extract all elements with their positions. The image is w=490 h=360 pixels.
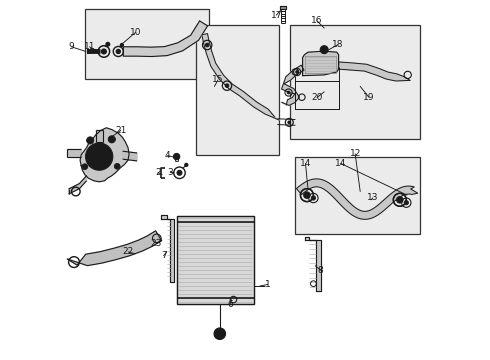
Circle shape (311, 196, 316, 200)
Circle shape (205, 43, 209, 47)
Polygon shape (338, 62, 410, 81)
Polygon shape (296, 179, 417, 219)
Circle shape (86, 143, 113, 170)
Circle shape (217, 330, 223, 337)
Polygon shape (202, 33, 280, 120)
Text: 14: 14 (300, 159, 311, 168)
Circle shape (320, 46, 328, 54)
Circle shape (404, 201, 409, 205)
Polygon shape (67, 231, 162, 266)
Circle shape (101, 49, 106, 54)
FancyBboxPatch shape (85, 9, 209, 79)
Text: 11: 11 (84, 42, 95, 51)
Circle shape (114, 163, 120, 169)
Circle shape (177, 170, 182, 175)
Text: 17: 17 (270, 10, 282, 19)
Circle shape (296, 71, 298, 73)
Text: 5: 5 (216, 332, 222, 341)
Text: 18: 18 (332, 40, 343, 49)
Text: 14: 14 (335, 159, 346, 168)
Polygon shape (123, 21, 208, 57)
Circle shape (106, 42, 110, 46)
Circle shape (304, 192, 310, 198)
Text: 7: 7 (161, 251, 167, 260)
Circle shape (121, 44, 123, 46)
Text: 6: 6 (228, 300, 233, 309)
Polygon shape (122, 151, 137, 161)
Text: 19: 19 (363, 93, 374, 102)
Polygon shape (305, 237, 320, 291)
FancyBboxPatch shape (196, 25, 279, 155)
Polygon shape (161, 215, 174, 282)
Circle shape (87, 137, 94, 144)
Text: 15: 15 (212, 76, 224, 85)
Text: 21: 21 (115, 126, 126, 135)
Text: 3: 3 (167, 168, 173, 177)
Polygon shape (96, 130, 103, 142)
Circle shape (288, 121, 291, 124)
Circle shape (214, 328, 225, 339)
Text: 20: 20 (311, 93, 323, 102)
Text: 22: 22 (122, 248, 134, 256)
Text: 23: 23 (150, 239, 162, 248)
Polygon shape (176, 216, 254, 304)
Bar (176, 216, 254, 304)
Polygon shape (280, 6, 286, 9)
FancyBboxPatch shape (295, 157, 419, 234)
Text: 13: 13 (367, 194, 379, 202)
Circle shape (82, 164, 88, 170)
Polygon shape (303, 51, 339, 76)
Text: 9: 9 (69, 42, 74, 51)
Circle shape (173, 153, 180, 160)
Circle shape (108, 136, 116, 143)
Text: 12: 12 (349, 149, 361, 158)
Text: 16: 16 (311, 16, 323, 25)
Text: 10: 10 (130, 28, 141, 37)
Polygon shape (67, 149, 81, 157)
Circle shape (287, 91, 290, 94)
Circle shape (185, 163, 188, 166)
Text: 8: 8 (318, 266, 323, 275)
Polygon shape (80, 128, 129, 182)
Polygon shape (69, 176, 87, 194)
Text: 1: 1 (265, 280, 270, 289)
Text: 2: 2 (155, 168, 161, 177)
Circle shape (396, 197, 403, 203)
Circle shape (116, 49, 121, 54)
Circle shape (90, 148, 108, 166)
Circle shape (95, 152, 103, 161)
Polygon shape (281, 65, 304, 105)
Text: 4: 4 (165, 151, 171, 160)
Circle shape (225, 84, 229, 87)
FancyBboxPatch shape (290, 25, 419, 139)
